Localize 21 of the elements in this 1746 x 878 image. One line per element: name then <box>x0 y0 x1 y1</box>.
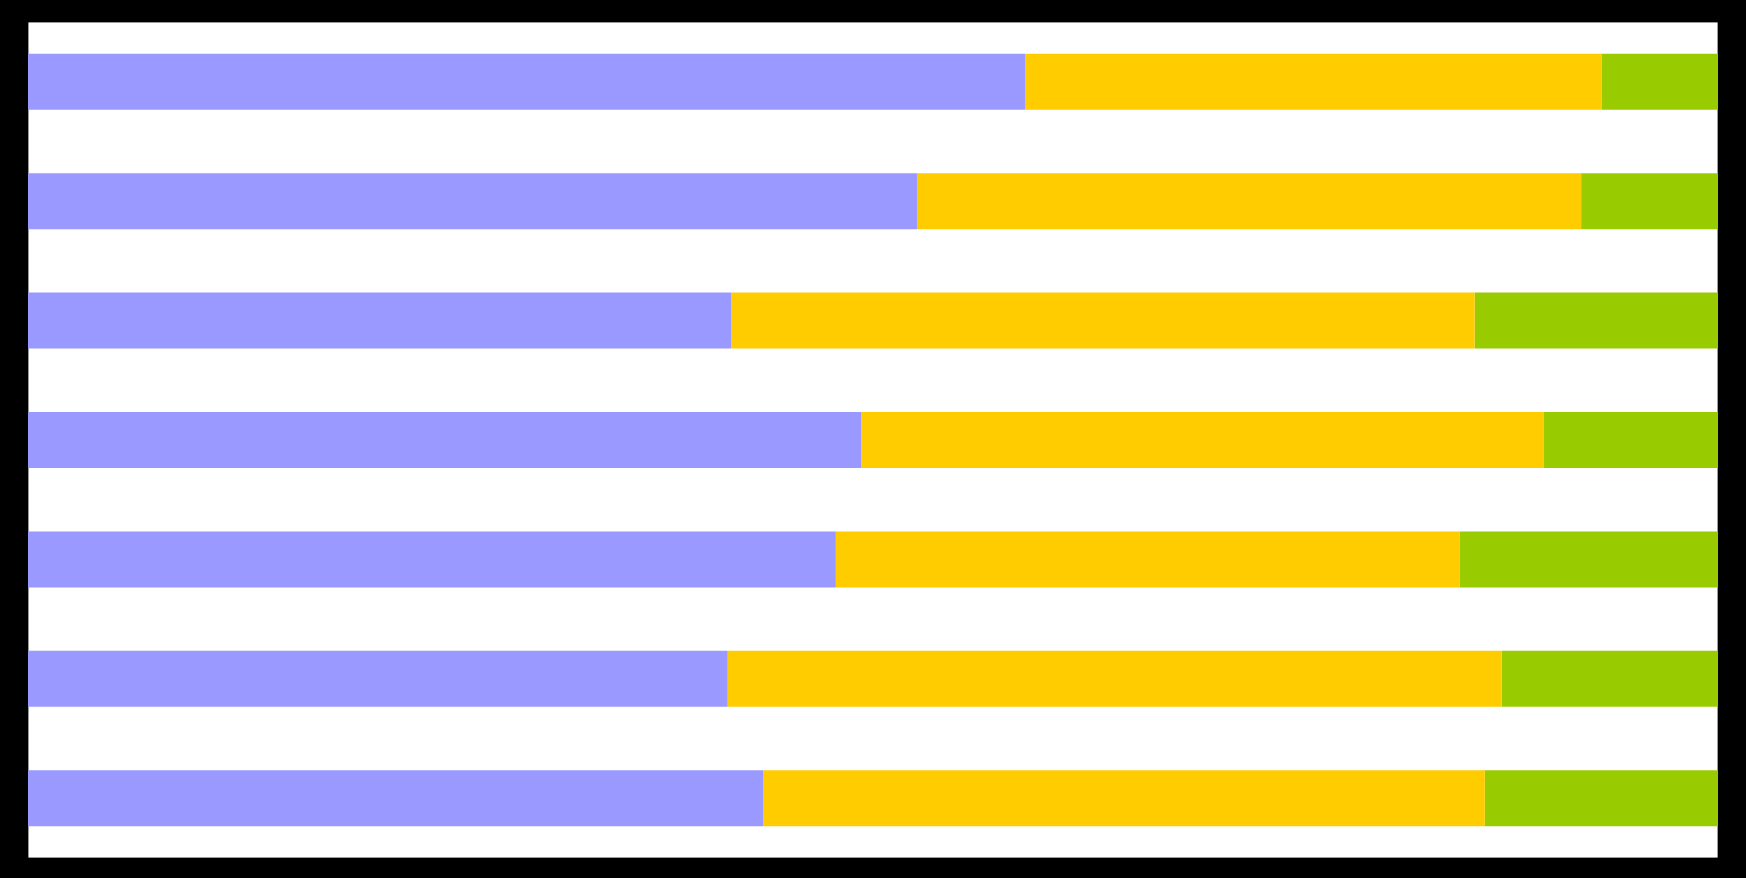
bar <box>1501 650 1719 707</box>
bar <box>28 292 732 349</box>
bar <box>861 412 1544 469</box>
bar <box>1484 770 1719 827</box>
bar <box>28 770 764 827</box>
bar <box>28 650 728 707</box>
bar <box>1474 292 1719 349</box>
bar <box>28 531 836 588</box>
bar <box>916 173 1582 230</box>
bar <box>731 292 1475 349</box>
bar <box>727 650 1502 707</box>
bar <box>28 412 862 469</box>
bar <box>1601 53 1719 110</box>
bar <box>835 531 1460 588</box>
bar <box>1581 173 1719 230</box>
bar <box>763 770 1485 827</box>
bar <box>1025 53 1602 110</box>
bar <box>28 53 1026 110</box>
bar <box>1543 412 1719 469</box>
bar <box>1459 531 1719 588</box>
bar <box>28 173 917 230</box>
